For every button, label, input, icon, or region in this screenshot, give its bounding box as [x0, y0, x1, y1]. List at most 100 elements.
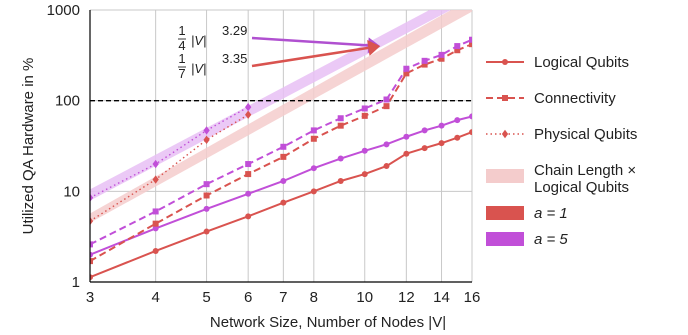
x-tick-label: 8	[310, 289, 318, 306]
point-marker	[403, 70, 410, 77]
point-marker	[454, 117, 461, 124]
point-marker	[501, 129, 509, 139]
point-marker	[403, 133, 410, 140]
point-marker	[245, 171, 252, 178]
point-marker	[502, 95, 508, 101]
y-tick-label: 1000	[47, 2, 80, 19]
legend-entry: Logical Qubits	[486, 54, 629, 71]
series-line	[90, 43, 472, 262]
point-marker	[383, 96, 390, 103]
point-marker	[90, 251, 93, 258]
point-marker	[361, 105, 368, 112]
point-marker	[383, 103, 390, 110]
x-tick-label: 7	[279, 289, 287, 306]
point-marker	[90, 193, 94, 202]
point-marker	[152, 220, 159, 227]
point-marker	[361, 171, 368, 178]
y-axis-label: Utilized QA Hardware in %	[20, 58, 37, 235]
point-marker	[152, 159, 159, 169]
point-marker	[438, 140, 445, 147]
series-logical-qubits-a1	[90, 129, 472, 281]
point-marker	[438, 51, 445, 58]
legend-color-swatch	[486, 206, 524, 220]
point-marker	[469, 36, 472, 43]
point-marker	[438, 122, 445, 129]
series	[90, 36, 472, 281]
point-marker	[361, 147, 368, 154]
legend-color-swatch	[486, 232, 524, 246]
point-marker	[203, 126, 210, 135]
point-marker	[152, 225, 159, 232]
point-marker	[454, 134, 461, 141]
point-marker	[310, 127, 317, 134]
legend-entry: a = 5	[486, 231, 568, 248]
point-marker	[310, 165, 317, 172]
legend-label: Chain Length ×	[534, 162, 636, 179]
formula-annotation: 14 |V| 3.29	[178, 23, 381, 54]
point-marker	[383, 163, 390, 170]
point-marker	[454, 47, 461, 54]
point-marker	[337, 122, 344, 129]
point-marker	[245, 102, 252, 112]
point-marker	[203, 135, 210, 145]
chain-length-bands	[90, 10, 472, 223]
x-tick-label: 5	[202, 289, 210, 306]
legend: Logical Qubits Connectivity Physical Qubit…	[486, 54, 637, 248]
point-marker	[502, 59, 508, 65]
series-physical-qubits-a5	[90, 102, 252, 202]
point-marker	[421, 145, 428, 152]
point-marker	[421, 127, 428, 134]
fraction-denominator: 7	[178, 66, 185, 81]
arrow-head	[367, 40, 381, 56]
point-marker	[310, 188, 317, 195]
legend-entry: Chain Length ×Logical Qubits	[486, 162, 636, 196]
legend-label: Logical Qubits	[534, 179, 629, 196]
point-marker	[245, 190, 252, 197]
point-marker	[361, 112, 368, 119]
series-logical-qubits-a5	[90, 113, 472, 258]
legend-label: Connectivity	[534, 90, 616, 107]
series-connectivity-a1	[90, 41, 472, 265]
point-marker	[90, 216, 94, 226]
y-tick-label: 100	[55, 93, 80, 110]
point-marker	[245, 213, 252, 220]
point-marker	[310, 135, 317, 142]
arrow-shaft	[251, 36, 369, 47]
point-marker	[203, 192, 210, 199]
point-marker	[421, 61, 428, 68]
series-line	[90, 106, 249, 199]
formula-exponent: 3.29	[222, 23, 247, 38]
series-line	[90, 114, 249, 222]
point-marker	[90, 241, 93, 248]
legend-label: Physical Qubits	[534, 126, 637, 143]
x-tick-label: 6	[244, 289, 252, 306]
formula-expression: |V|	[191, 61, 206, 76]
point-marker	[203, 228, 210, 235]
x-axis-label: Network Size, Number of Nodes |V|	[210, 314, 446, 331]
point-marker	[152, 208, 159, 215]
point-marker	[245, 161, 252, 168]
point-marker	[280, 143, 287, 150]
y-tick-label: 1	[72, 274, 80, 291]
legend-label: a = 5	[534, 231, 568, 248]
point-marker	[280, 178, 287, 185]
point-marker	[203, 205, 210, 212]
series-physical-qubits-a1	[90, 110, 252, 226]
series-connectivity-a5	[90, 36, 472, 248]
x-tick-label: 10	[356, 289, 373, 306]
x-tick-label: 14	[433, 289, 450, 306]
x-tick-label: 3	[86, 289, 94, 306]
legend-label: Logical Qubits	[534, 54, 629, 71]
point-marker	[337, 115, 344, 122]
point-marker	[403, 65, 410, 72]
y-tick-label: 10	[63, 183, 80, 200]
x-tick-label: 16	[464, 289, 481, 306]
formula-annotation: 17 |V| 3.35	[178, 40, 381, 81]
point-marker	[90, 274, 93, 281]
legend-band-swatch	[486, 169, 524, 183]
fraction-numerator: 1	[178, 51, 185, 66]
formula-expression: |V|	[191, 33, 206, 48]
